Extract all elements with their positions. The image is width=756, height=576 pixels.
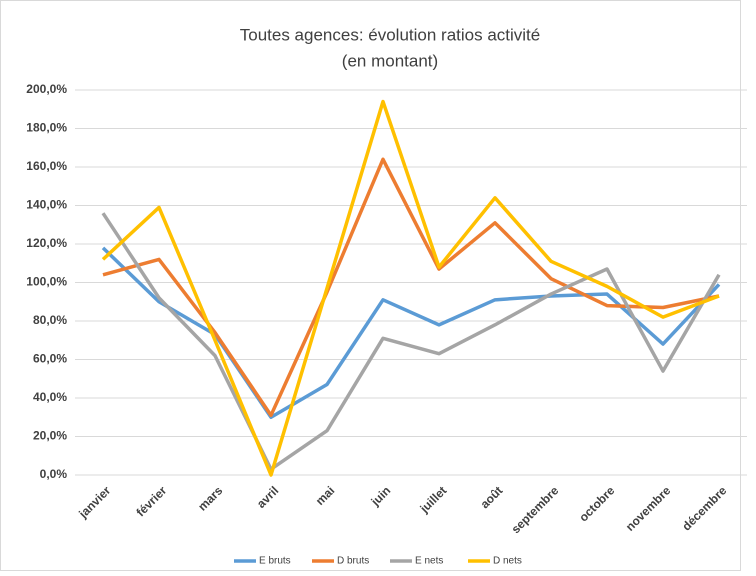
legend-label: D nets: [493, 556, 522, 567]
y-tick-label: 60,0%: [33, 352, 67, 366]
y-tick-label: 0,0%: [40, 467, 68, 481]
legend-label: E nets: [415, 556, 443, 567]
series-line: [101, 246, 721, 419]
series-line: [101, 212, 721, 471]
y-tick-label: 200,0%: [26, 82, 67, 96]
y-tick-label: 100,0%: [26, 275, 67, 289]
y-tick-label: 140,0%: [26, 198, 67, 212]
y-tick-label: 160,0%: [26, 159, 67, 173]
y-tick-label: 180,0%: [26, 121, 67, 135]
y-tick-label: 20,0%: [33, 429, 67, 443]
y-tick-label: 120,0%: [26, 236, 67, 250]
chart-subtitle: (en montant): [342, 51, 438, 70]
legend-label: D bruts: [337, 556, 369, 567]
series-line: [101, 99, 720, 477]
y-tick-label: 40,0%: [33, 390, 67, 404]
chart-title: Toutes agences: évolution ratios activit…: [240, 25, 541, 44]
y-tick-label: 80,0%: [33, 313, 67, 327]
legend-label: E bruts: [259, 556, 291, 567]
chart-frame: [0, 0, 741, 571]
